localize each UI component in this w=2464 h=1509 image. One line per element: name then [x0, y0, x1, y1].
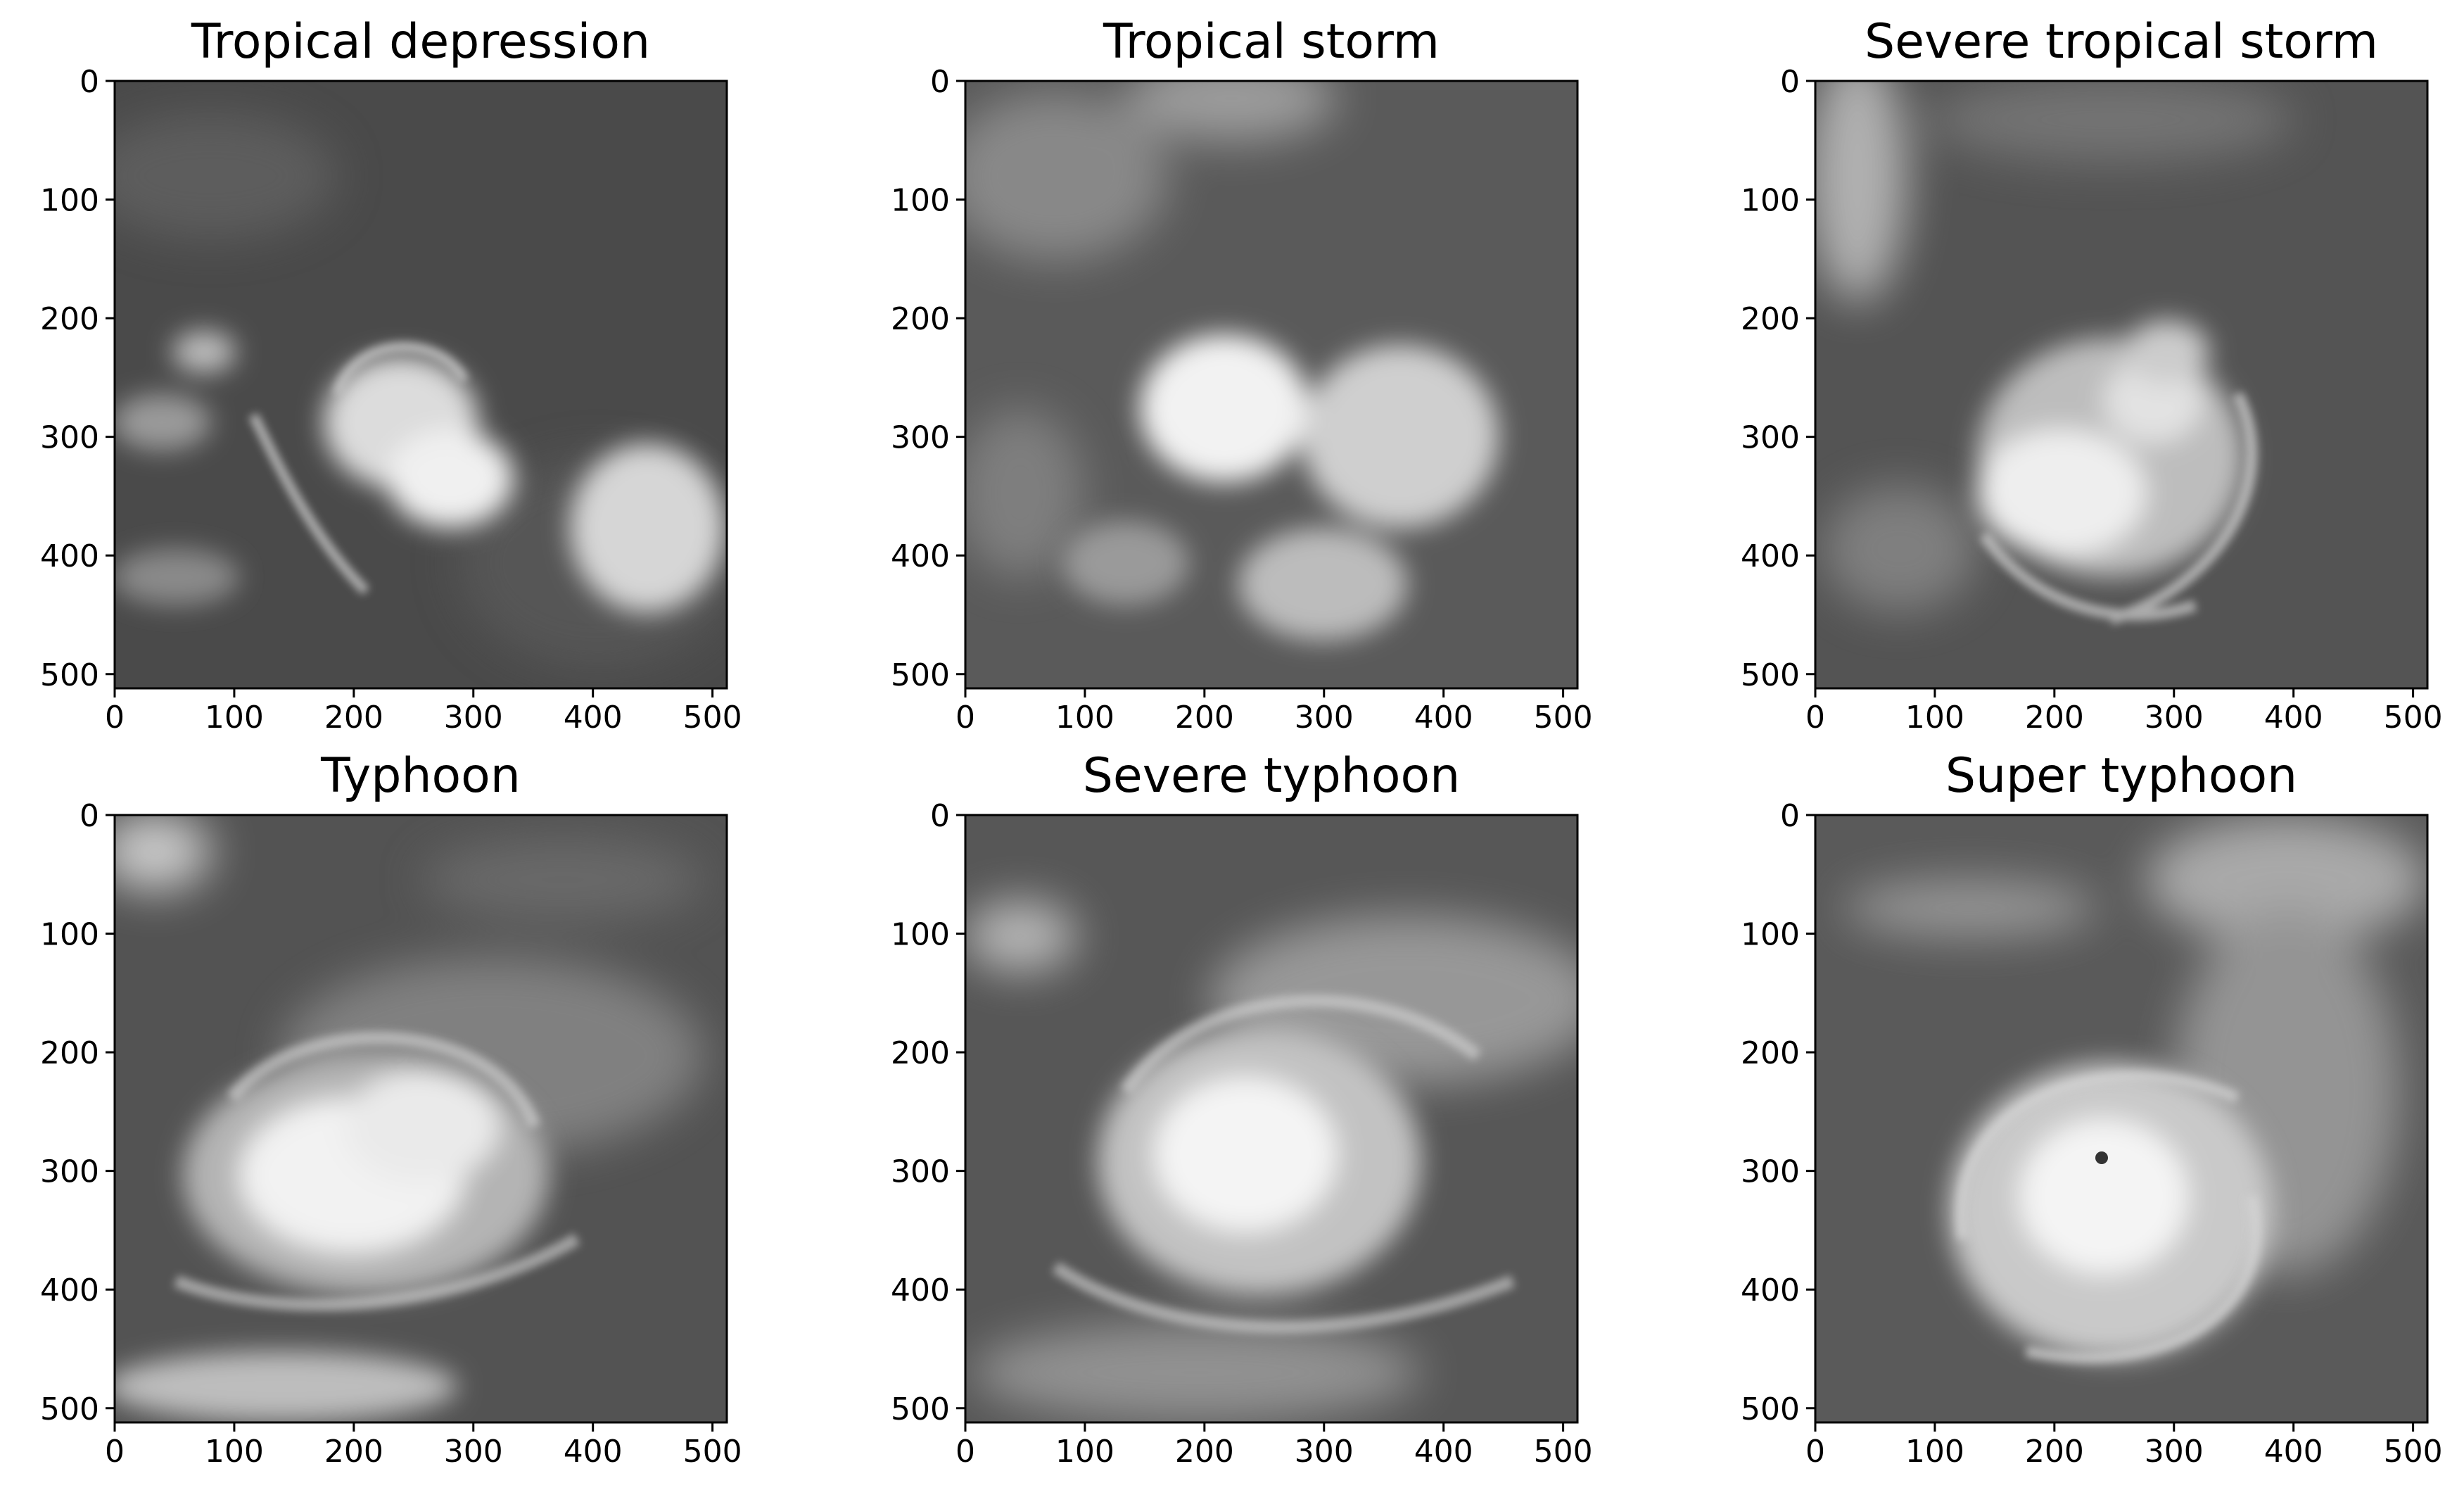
y-tick-label: 300 [1741, 1154, 1800, 1190]
typhoon-eye [2095, 1151, 2108, 1164]
panel-title: Tropical depression [191, 14, 650, 70]
panel-tropical-storm: Tropical storm [964, 14, 1579, 690]
panel-title: Tropical storm [1103, 14, 1440, 70]
y-tick-label: 200 [891, 1035, 950, 1071]
x-tick-label: 100 [1905, 1434, 1964, 1470]
satellite-image [965, 815, 1577, 1422]
x-tick-label: 300 [2145, 1434, 2204, 1470]
y-tick-label: 0 [80, 64, 99, 100]
y-tick-label: 300 [1741, 420, 1800, 456]
y-tick-label: 100 [40, 183, 99, 219]
x-tick-label: 300 [444, 700, 503, 735]
x-tick-label: 500 [2384, 700, 2443, 735]
x-tick-label: 500 [683, 700, 742, 735]
x-tick-label: 300 [2145, 700, 2204, 735]
x-tick-label: 300 [1295, 700, 1354, 735]
satellite-image [115, 81, 727, 688]
y-tick-label: 400 [891, 1273, 950, 1308]
x-tick-label: 400 [2264, 1434, 2323, 1470]
x-tick-label: 100 [1055, 700, 1114, 735]
satellite-image [965, 81, 1577, 688]
x-tick-label: 200 [2025, 1434, 2084, 1470]
y-tick-label: 100 [1741, 183, 1800, 219]
y-tick-label: 0 [80, 798, 99, 834]
panel-super-typhoon: Super typhoon [1814, 748, 2429, 1424]
y-tick-label: 100 [40, 917, 99, 953]
x-tick-label: 200 [1175, 1434, 1234, 1470]
y-tick-label: 300 [891, 1154, 950, 1190]
x-tick-label: 400 [564, 700, 623, 735]
y-tick-label: 500 [40, 657, 99, 693]
x-tick-label: 400 [564, 1434, 623, 1470]
x-tick-label: 300 [444, 1434, 503, 1470]
y-tick-label: 200 [40, 301, 99, 337]
x-tick-label: 400 [2264, 700, 2323, 735]
panel-title: Severe typhoon [1083, 748, 1460, 804]
y-tick-label: 300 [891, 420, 950, 456]
y-tick-label: 300 [40, 420, 99, 456]
y-tick-label: 300 [40, 1154, 99, 1190]
x-tick-label: 100 [1055, 1434, 1114, 1470]
y-tick-label: 200 [1741, 301, 1800, 337]
x-tick-label: 0 [105, 700, 125, 735]
y-tick-label: 0 [930, 64, 950, 100]
y-tick-label: 400 [40, 1273, 99, 1308]
y-tick-label: 500 [40, 1391, 99, 1427]
x-tick-label: 500 [2384, 1434, 2443, 1470]
y-tick-label: 500 [891, 657, 950, 693]
satellite-image [115, 815, 727, 1422]
y-tick-label: 100 [891, 917, 950, 953]
panel-title: Super typhoon [1945, 748, 2297, 804]
x-tick-label: 0 [955, 700, 975, 735]
x-tick-label: 300 [1295, 1434, 1354, 1470]
panel-tropical-depression: Tropical depression [113, 14, 728, 690]
x-tick-label: 200 [1175, 700, 1234, 735]
axes-frame [1814, 814, 2429, 1424]
y-tick-label: 100 [891, 183, 950, 219]
y-tick-label: 400 [1741, 1273, 1800, 1308]
panel-title: Severe tropical storm [1865, 14, 2378, 70]
y-tick-label: 500 [1741, 1391, 1800, 1427]
x-tick-label: 0 [1805, 700, 1825, 735]
satellite-image [1815, 81, 2427, 688]
x-tick-label: 500 [683, 1434, 742, 1470]
y-tick-label: 500 [891, 1391, 950, 1427]
axes-frame [1814, 80, 2429, 690]
axes-frame [113, 80, 728, 690]
y-tick-label: 0 [1780, 798, 1800, 834]
y-tick-label: 400 [891, 538, 950, 574]
x-tick-label: 0 [1805, 1434, 1825, 1470]
y-tick-label: 500 [1741, 657, 1800, 693]
axes-frame [113, 814, 728, 1424]
panel-typhoon: Typhoon [113, 748, 728, 1424]
x-tick-label: 100 [205, 700, 264, 735]
y-tick-label: 100 [1741, 917, 1800, 953]
axes-frame [964, 80, 1579, 690]
panel-title: Typhoon [320, 748, 521, 804]
x-tick-label: 0 [955, 1434, 975, 1470]
y-tick-label: 200 [40, 1035, 99, 1071]
x-tick-label: 400 [1414, 1434, 1473, 1470]
y-tick-label: 200 [1741, 1035, 1800, 1071]
x-tick-label: 400 [1414, 700, 1473, 735]
y-tick-label: 400 [1741, 538, 1800, 574]
y-tick-label: 400 [40, 538, 99, 574]
x-tick-label: 200 [2025, 700, 2084, 735]
x-tick-label: 0 [105, 1434, 125, 1470]
x-tick-label: 200 [324, 1434, 383, 1470]
satellite-image [1815, 815, 2427, 1422]
axes-frame [964, 814, 1579, 1424]
x-tick-label: 500 [1534, 700, 1593, 735]
y-tick-label: 0 [930, 798, 950, 834]
y-tick-label: 200 [891, 301, 950, 337]
x-tick-label: 500 [1534, 1434, 1593, 1470]
panel-severe-tropical-storm: Severe tropical storm [1814, 14, 2429, 690]
x-tick-label: 200 [324, 700, 383, 735]
x-tick-label: 100 [205, 1434, 264, 1470]
y-tick-label: 0 [1780, 64, 1800, 100]
x-tick-label: 100 [1905, 700, 1964, 735]
panel-severe-typhoon: Severe typhoon [964, 748, 1579, 1424]
